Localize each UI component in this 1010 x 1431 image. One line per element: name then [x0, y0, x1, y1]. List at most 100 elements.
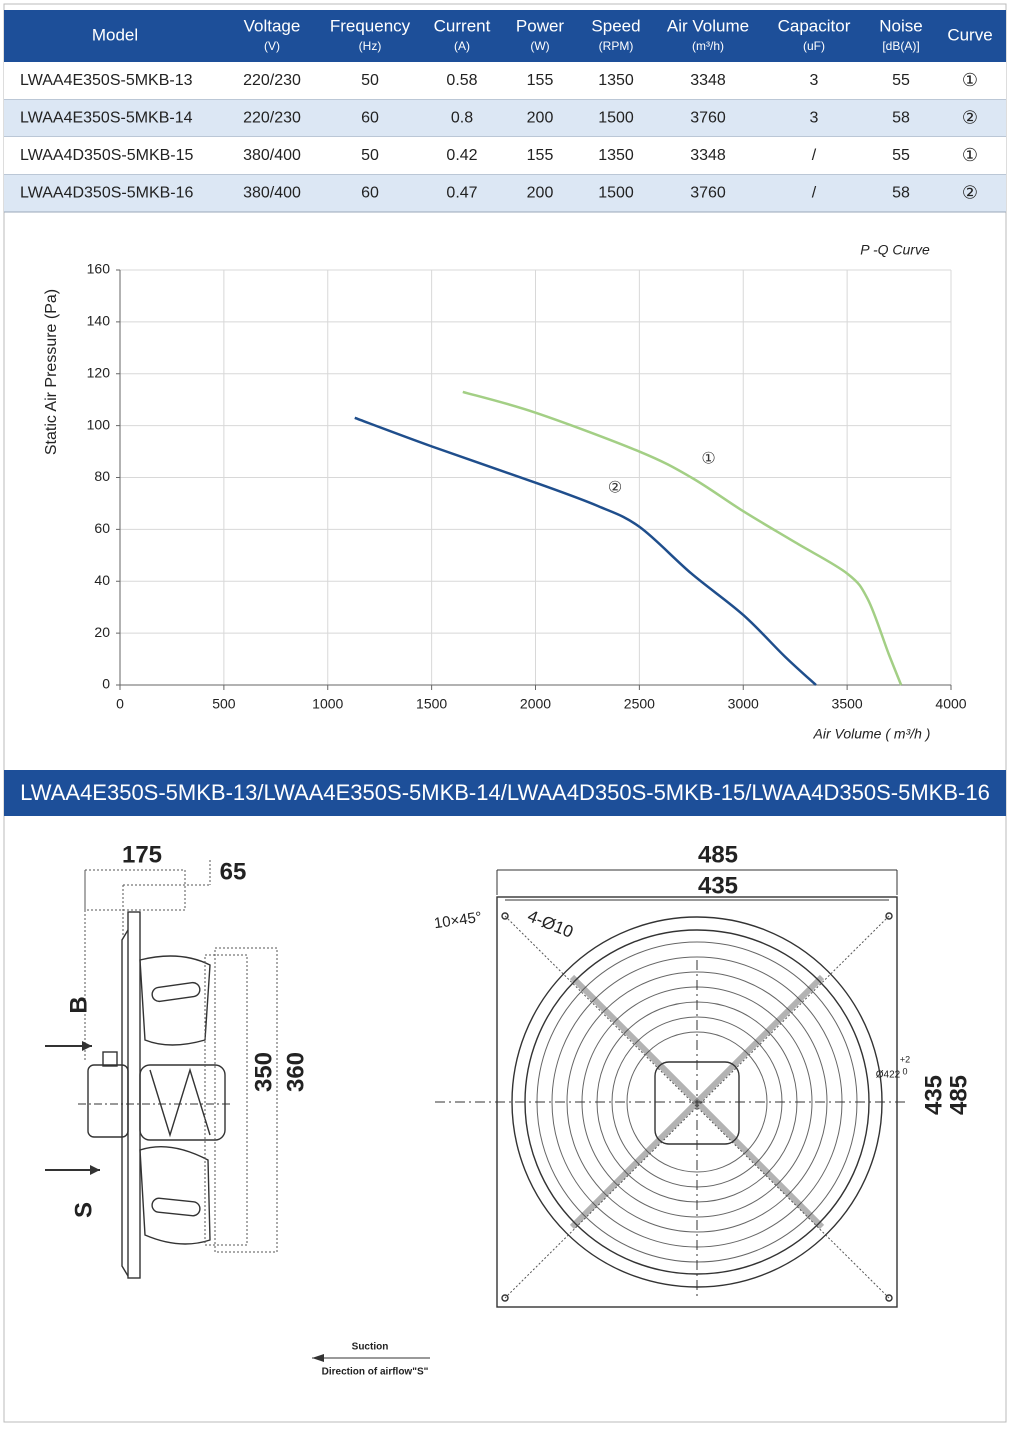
header-cell: Capacitor: [778, 16, 851, 35]
table-cell: 3: [810, 72, 819, 89]
banner-bg: [4, 770, 1006, 816]
table-cell: 220/230: [243, 72, 301, 89]
header-cell: Current: [434, 16, 491, 35]
table-cell: 55: [892, 72, 910, 89]
note-text: Direction of airflow"S": [322, 1367, 429, 1378]
dim-label: 65: [220, 858, 247, 885]
dim-label: 485: [698, 841, 738, 868]
dim-label: +2: [900, 1054, 910, 1064]
curve: [462, 390, 903, 686]
table-cell: 1500: [598, 110, 634, 127]
dim-label: 0: [902, 1066, 907, 1076]
side-view: 175 65 B S 350 360: [45, 841, 309, 1279]
header-unit: (W): [530, 39, 549, 53]
table-cell: 1350: [598, 147, 634, 164]
table-cell: 3760: [690, 110, 726, 127]
table-cell: 155: [527, 147, 554, 164]
y-tick-label: 140: [87, 313, 111, 329]
table-cell: 0.42: [446, 147, 477, 164]
header-unit: (m³/h): [692, 39, 724, 53]
table-cell: 0.8: [451, 110, 473, 127]
row-bg: [4, 174, 1006, 212]
row-bg: [4, 137, 1006, 175]
header-unit: [dB(A)]: [882, 39, 919, 53]
table-cell: 50: [361, 72, 379, 89]
y-tick-label: 80: [94, 468, 110, 484]
x-tick-label: 2500: [624, 696, 655, 712]
front-view: 485 435 10×45° 4-Ø10 Ø422 +2 0 435 485: [433, 841, 972, 1308]
table-cell: LWAA4D350S-5MKB-15: [20, 147, 194, 164]
table-cell: 58: [892, 110, 910, 127]
table-cell: 58: [892, 185, 910, 202]
header-cell: Air Volume: [667, 16, 749, 35]
dim-label: 175: [122, 841, 162, 868]
table-cell: ②: [962, 182, 978, 202]
table-cell: 3348: [690, 147, 726, 164]
header-unit: (uF): [803, 39, 825, 53]
table-cell: 3: [810, 110, 819, 127]
x-tick-label: 3500: [832, 696, 863, 712]
table-cell: 3348: [690, 72, 726, 89]
page-border: [3, 3, 1007, 1423]
x-tick-label: 1500: [416, 696, 447, 712]
table-cell: 155: [527, 72, 554, 89]
y-tick-label: 160: [87, 261, 111, 277]
header-unit: (Hz): [359, 39, 382, 53]
spec-table: Model Voltage (V) Frequency (Hz) Current (A) Po…: [4, 10, 1006, 213]
dim-label: 10×45°: [433, 909, 483, 933]
table-cell: 200: [527, 110, 554, 127]
y-tick-label: 20: [94, 624, 110, 640]
dim-label: B: [65, 996, 92, 1013]
table-cell: ②: [962, 107, 978, 127]
dim-label: 435: [920, 1075, 947, 1115]
header-cell: Power: [516, 16, 565, 35]
note-text: Suction: [352, 1342, 389, 1353]
dim-label: 360: [282, 1052, 309, 1092]
table-cell: 55: [892, 147, 910, 164]
table-cell: 60: [361, 185, 379, 202]
header-cell: Curve: [947, 25, 992, 44]
table-cell: ①: [962, 70, 978, 90]
header-bg: [4, 10, 1006, 62]
dim-label: 350: [250, 1052, 277, 1092]
table-cell: 220/230: [243, 110, 301, 127]
header-cell: Noise: [879, 16, 922, 35]
table-cell: 1350: [598, 72, 634, 89]
row-bg: [4, 99, 1006, 137]
y-tick-label: 0: [102, 676, 110, 692]
y-tick-label: 40: [94, 572, 110, 588]
table-cell: LWAA4D350S-5MKB-16: [20, 185, 194, 202]
curve: [354, 416, 817, 686]
header-unit: (RPM): [599, 39, 634, 53]
dim-label: S: [70, 1202, 97, 1218]
banner: LWAA4E350S-5MKB-13/LWAA4E350S-5MKB-14/LW…: [20, 780, 990, 805]
curve-label: ①: [701, 451, 715, 468]
table-cell: LWAA4E350S-5MKB-14: [20, 110, 193, 127]
table-cell: 0.58: [446, 72, 477, 89]
header-unit: (A): [454, 39, 470, 53]
dim-label: 435: [698, 872, 738, 899]
table-cell: 380/400: [243, 147, 301, 164]
x-axis-label: Air Volume ( m³/h ): [813, 726, 931, 742]
table-cell: ①: [962, 145, 978, 165]
pq-chart: P -Q Curve Air Volume ( m³/h ) Static Ai…: [43, 242, 967, 742]
table-cell: 60: [361, 110, 379, 127]
table-cell: 1500: [598, 185, 634, 202]
header-unit: (V): [264, 39, 280, 53]
header-cell: Voltage: [244, 16, 301, 35]
curve-label: ②: [608, 479, 622, 496]
table-cell: 3760: [690, 185, 726, 202]
table-cell: 50: [361, 147, 379, 164]
airflow-note: Suction Direction of airflow"S": [312, 1342, 430, 1378]
x-tick-label: 2000: [520, 696, 551, 712]
table-cell: /: [812, 147, 817, 164]
chart-title: P -Q Curve: [860, 242, 930, 258]
y-tick-label: 120: [87, 364, 111, 380]
table-cell: 200: [527, 185, 554, 202]
table-cell: /: [812, 185, 817, 202]
header-cell: Speed: [591, 16, 640, 35]
header-cell: Model: [92, 25, 138, 44]
header-cell: Frequency: [330, 16, 411, 35]
y-tick-label: 100: [87, 416, 111, 432]
